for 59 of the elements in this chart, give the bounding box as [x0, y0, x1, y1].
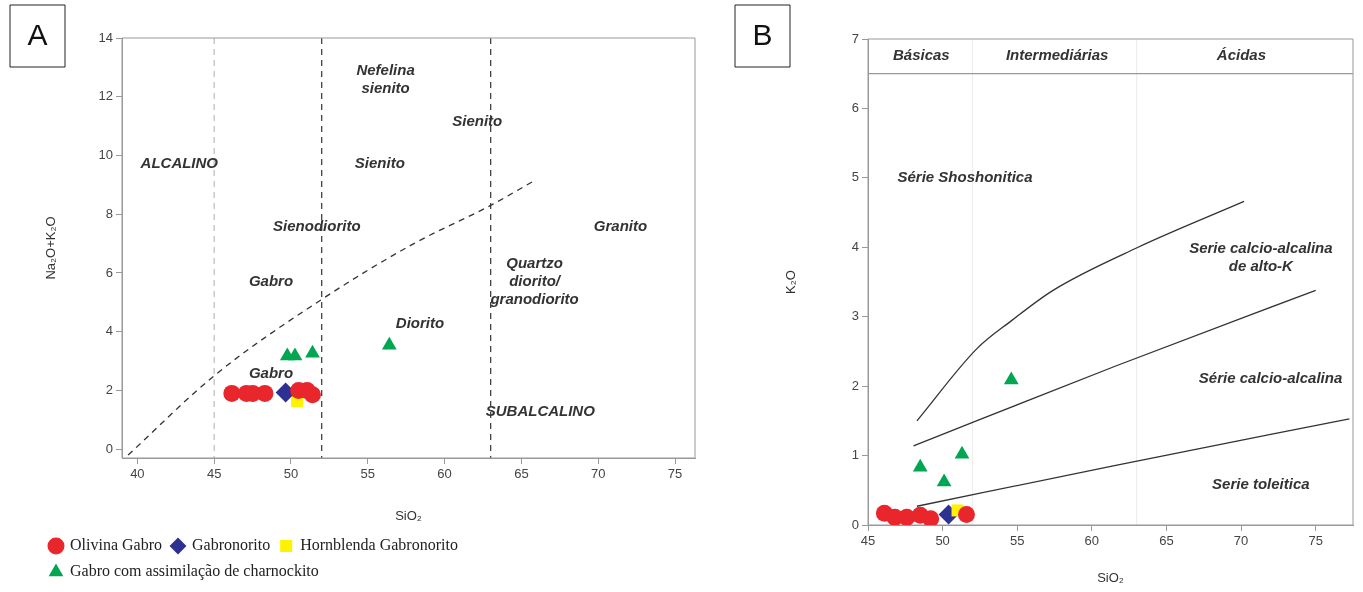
y-tick-label: 10 [98, 147, 113, 163]
x-axis-title: SiO₂ [1097, 569, 1124, 585]
annotation: Gabro [248, 271, 294, 289]
y-tick-label: 4 [105, 323, 113, 339]
annotation: Serie toleitica [1212, 474, 1310, 492]
x-tick-label: 55 [360, 466, 376, 482]
annotation: Serie calcio-alcalina de alto-K [1189, 238, 1333, 274]
y-axis-title: K₂O [783, 270, 799, 294]
legend-label: Gabronorito [191, 536, 271, 554]
x-tick-label: 50 [935, 533, 950, 549]
x-tick-label: 75 [1308, 533, 1323, 549]
annotation: Sienito [452, 112, 503, 130]
y-tick-label: 12 [98, 88, 113, 104]
annotation: Intermediárias [1005, 46, 1109, 64]
x-tick-label: 40 [130, 466, 145, 482]
y-tick-label: 4 [851, 238, 859, 254]
y-tick-label: 14 [98, 29, 113, 45]
legend-label: Olivina Gabro [70, 536, 162, 554]
x-tick-label: 55 [1010, 533, 1025, 549]
y-tick-label: 7 [851, 30, 859, 46]
x-tick-label: 65 [1159, 533, 1174, 549]
legend-label: Gabro com assimilação de charnockito [70, 562, 319, 581]
y-tick-label: 2 [851, 377, 859, 393]
annotation: Granito [593, 217, 648, 235]
annotation: Série calcio-alcalina [1198, 369, 1343, 387]
y-tick-label: 3 [851, 308, 859, 324]
y-tick-label: 8 [105, 205, 113, 221]
y-tick-label: 1 [851, 447, 859, 463]
y-tick-label: 5 [851, 169, 859, 185]
x-tick-label: 70 [1233, 533, 1249, 549]
x-axis-title: SiO₂ [395, 507, 422, 523]
annotation: Ácidas [1215, 46, 1267, 64]
annotation: Quartzo diorito/ granodiorito [489, 253, 579, 307]
legend-label: Hornblenda Gabronorito [300, 536, 458, 554]
y-tick-label: 6 [851, 100, 859, 116]
annotation: Diorito [395, 313, 445, 331]
annotation: Nefelina sienito [356, 61, 415, 97]
y-tick-label: 6 [105, 264, 113, 280]
annotation: Sienito [354, 154, 405, 172]
x-tick-label: 70 [590, 466, 606, 482]
x-tick-label: 60 [1084, 533, 1100, 549]
x-tick-label: 50 [283, 466, 299, 482]
y-tick-label: 0 [851, 516, 859, 532]
chart-title: A [27, 18, 48, 52]
x-tick-label: 65 [514, 466, 529, 482]
annotation: ALCALINO [139, 154, 219, 172]
x-tick-label: 60 [437, 466, 452, 482]
annotation: SUBALCALINO [485, 401, 596, 419]
chart-title: B [752, 18, 773, 52]
y-tick-label: 2 [105, 382, 113, 398]
x-tick-label: 75 [667, 466, 683, 482]
annotation: Básicas [892, 46, 950, 64]
annotation: Sienodiorito [273, 217, 361, 235]
x-tick-label: 45 [206, 466, 222, 482]
annotation: Série Shoshonitica [897, 167, 1033, 185]
y-tick-label: 0 [105, 440, 113, 456]
x-tick-label: 45 [860, 533, 876, 549]
y-axis-title: Na₂O+K₂O [43, 216, 59, 280]
annotation: Gabro [248, 364, 294, 382]
